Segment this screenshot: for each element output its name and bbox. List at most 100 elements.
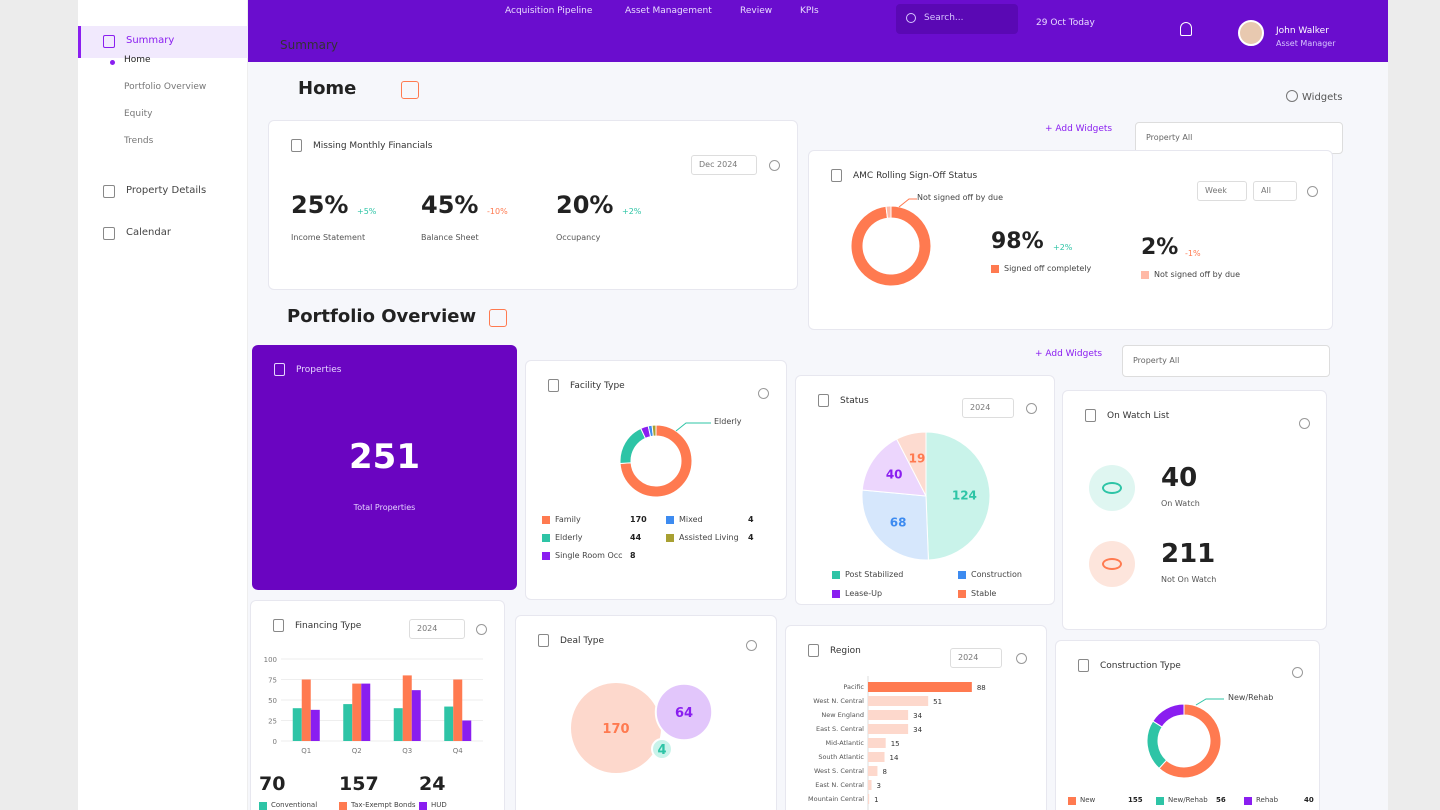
- add-icon[interactable]: [401, 81, 419, 99]
- select-value: Week: [1205, 186, 1227, 195]
- settings-icon[interactable]: [769, 160, 780, 171]
- settings-icon[interactable]: [1016, 653, 1027, 664]
- select-value: 2024: [417, 624, 438, 633]
- widget-card: Deal Type 170 64 4: [515, 615, 777, 810]
- nav-item[interactable]: Calendar: [126, 227, 171, 238]
- legend-swatch: [1156, 797, 1164, 805]
- select[interactable]: Week: [1197, 181, 1247, 201]
- value-label: 15: [891, 740, 900, 748]
- callout-label: Not signed off by due: [917, 193, 1004, 202]
- top-menu-item[interactable]: Review: [740, 6, 773, 16]
- settings-icon[interactable]: [1299, 418, 1310, 429]
- widget-title: Status: [840, 396, 869, 406]
- kpi-change: -1%: [1185, 249, 1201, 258]
- legend-value: 40: [1304, 796, 1314, 804]
- donut-segment: [850, 205, 932, 287]
- nav-subitem[interactable]: Equity: [124, 109, 153, 119]
- bubble: [654, 682, 714, 742]
- widget-title: Region: [830, 646, 861, 656]
- legend-label: Stable: [971, 589, 997, 598]
- kpi-label: On Watch: [1161, 499, 1200, 508]
- bar: [868, 724, 909, 734]
- settings-icon[interactable]: [1026, 403, 1037, 414]
- category-label: Mid-Atlantic: [826, 739, 865, 747]
- eye-icon: [1102, 558, 1122, 570]
- bar: [868, 696, 929, 706]
- nav-subitem[interactable]: Portfolio Overview: [124, 82, 207, 92]
- select[interactable]: 2024: [950, 648, 1002, 668]
- y-tick-label: 25: [268, 718, 277, 726]
- property-filter[interactable]: Property All: [1122, 345, 1330, 377]
- bar: [444, 706, 454, 741]
- bar: [868, 682, 972, 692]
- nav-subitem[interactable]: Home: [124, 55, 151, 65]
- settings-icon[interactable]: [758, 388, 769, 399]
- select-value: All: [1261, 186, 1271, 195]
- widget-card: On Watch List 40 On Watch 211 Not On Watch: [1062, 390, 1327, 630]
- widget-card: Construction Type New/Rehab New 155 New/Reha…: [1055, 640, 1320, 810]
- section-title: Home: [298, 78, 357, 99]
- category-label: West S. Central: [814, 767, 864, 775]
- value-label: 34: [913, 712, 922, 720]
- kpi-label: Balance Sheet: [421, 233, 479, 242]
- kpi-value: 2%: [1141, 235, 1179, 260]
- top-menu-item[interactable]: KPIs: [800, 6, 819, 16]
- select-value: 2024: [958, 653, 979, 662]
- bar: [868, 710, 909, 720]
- category-label: East S. Central: [816, 725, 864, 733]
- bar: [868, 794, 870, 804]
- select[interactable]: All: [1253, 181, 1297, 201]
- select[interactable]: 2024: [409, 619, 465, 639]
- value-label: 14: [890, 754, 899, 762]
- nav-item[interactable]: Property Details: [126, 185, 207, 196]
- date-picker[interactable]: 29 Oct Today: [1036, 18, 1095, 28]
- select-value: 2024: [970, 403, 991, 412]
- kpi-value: 251: [349, 437, 420, 477]
- add-widgets-link[interactable]: + Add Widgets: [1035, 349, 1103, 359]
- widget-card: AMC Rolling Sign-Off Status Week All Not si…: [808, 150, 1333, 330]
- widget-canvas: [1146, 698, 1224, 779]
- bar: [411, 690, 421, 741]
- user-name[interactable]: John Walker: [1276, 26, 1329, 36]
- widget-icon: [818, 394, 829, 407]
- widget-icon: [273, 619, 284, 632]
- bar: [453, 679, 463, 741]
- widget-card: Status 124 68 40 19 2024 Post Stabilized Constr…: [795, 375, 1055, 605]
- widgets-link[interactable]: Widgets: [1302, 92, 1343, 103]
- settings-icon[interactable]: [1292, 667, 1303, 678]
- add-widgets-link[interactable]: + Add Widgets: [1045, 124, 1113, 134]
- legend-label: New/Rehab: [1168, 796, 1208, 804]
- bar: [868, 780, 872, 790]
- nav-icon: [103, 227, 115, 240]
- nav-subitem[interactable]: Trends: [124, 136, 154, 146]
- widget-icon: [1085, 409, 1096, 422]
- select[interactable]: 2024: [962, 398, 1014, 418]
- kpi-label: Not On Watch: [1161, 575, 1217, 584]
- sidebar: Summary Home Portfolio Overview Equity Trend…: [78, 0, 248, 810]
- nav-icon: [103, 35, 115, 48]
- search-placeholder: Search...: [924, 13, 964, 23]
- search-box[interactable]: Search...: [896, 4, 1018, 34]
- bar: [402, 675, 412, 741]
- x-tick-label: Q3: [402, 747, 412, 755]
- widget-canvas: [1063, 391, 1328, 631]
- top-menu-item[interactable]: Acquisition Pipeline: [505, 6, 593, 16]
- legend-swatch: [1244, 797, 1252, 805]
- add-icon[interactable]: [489, 309, 507, 327]
- y-tick-label: 100: [264, 656, 277, 664]
- settings-icon[interactable]: [476, 624, 487, 635]
- value-label: 8: [882, 768, 886, 776]
- bell-icon[interactable]: [1180, 22, 1192, 36]
- select[interactable]: Dec 2024: [691, 155, 757, 175]
- settings-icon[interactable]: [746, 640, 757, 651]
- bar: [343, 704, 353, 741]
- nav-item[interactable]: Summary: [126, 35, 175, 46]
- widget-canvas: [850, 198, 932, 287]
- kpi-value: 20%: [556, 191, 614, 219]
- search-icon: [906, 13, 916, 23]
- top-menu-item[interactable]: Asset Management: [625, 6, 712, 16]
- settings-icon[interactable]: [1307, 186, 1318, 197]
- y-tick-label: 50: [268, 697, 277, 705]
- widget-canvas: Pacific 88 West N. Central 51 New England 34 E…: [808, 676, 986, 810]
- legend-value: 170: [630, 515, 647, 524]
